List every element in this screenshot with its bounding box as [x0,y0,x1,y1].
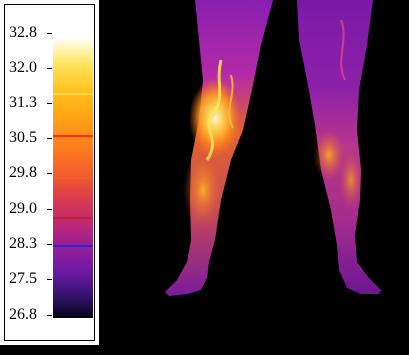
scale-tick-label: 26.8 [9,306,37,323]
scale-band [53,177,93,179]
scale-tick-label: 28.3 [9,235,37,252]
scale-tick-mark [47,315,52,316]
scale-tick-mark [47,138,52,139]
scale-band [53,217,93,219]
vein-pattern [340,19,346,81]
scale-tick-mark [47,33,52,34]
scale-tick-label: 31.3 [9,94,37,111]
scale-tick-label: 27.5 [9,270,37,287]
scale-tick-label: 32.8 [9,24,37,41]
scale-tick-label: 29.8 [9,164,37,181]
scale-tick-mark [47,173,52,174]
hot-region [189,78,241,158]
scale-tick-label: 29.0 [9,200,37,217]
color-scale-bar [53,37,93,318]
vein-pattern [228,74,234,129]
scale-tick-mark [47,279,52,280]
legs-thermogram [165,0,381,296]
thermal-image [103,0,409,350]
scale-tick-mark [47,209,52,210]
scale-tick-label: 30.5 [9,129,37,146]
vein-pattern [205,59,223,161]
scale-tick-mark [47,103,52,104]
scale-band [53,93,93,95]
warm-region [339,150,363,210]
scale-band [53,245,93,247]
temperature-scale-panel: 32.8 32.0 31.3 30.5 29.8 29.0 28.3 27.5 … [0,0,101,347]
scale-band [53,135,93,137]
hot-region [183,150,223,230]
scale-tick-mark [47,244,52,245]
scale-frame [4,4,95,341]
scale-tick-label: 32.0 [9,59,37,76]
scale-tick-mark [47,68,52,69]
warm-region [313,129,345,181]
